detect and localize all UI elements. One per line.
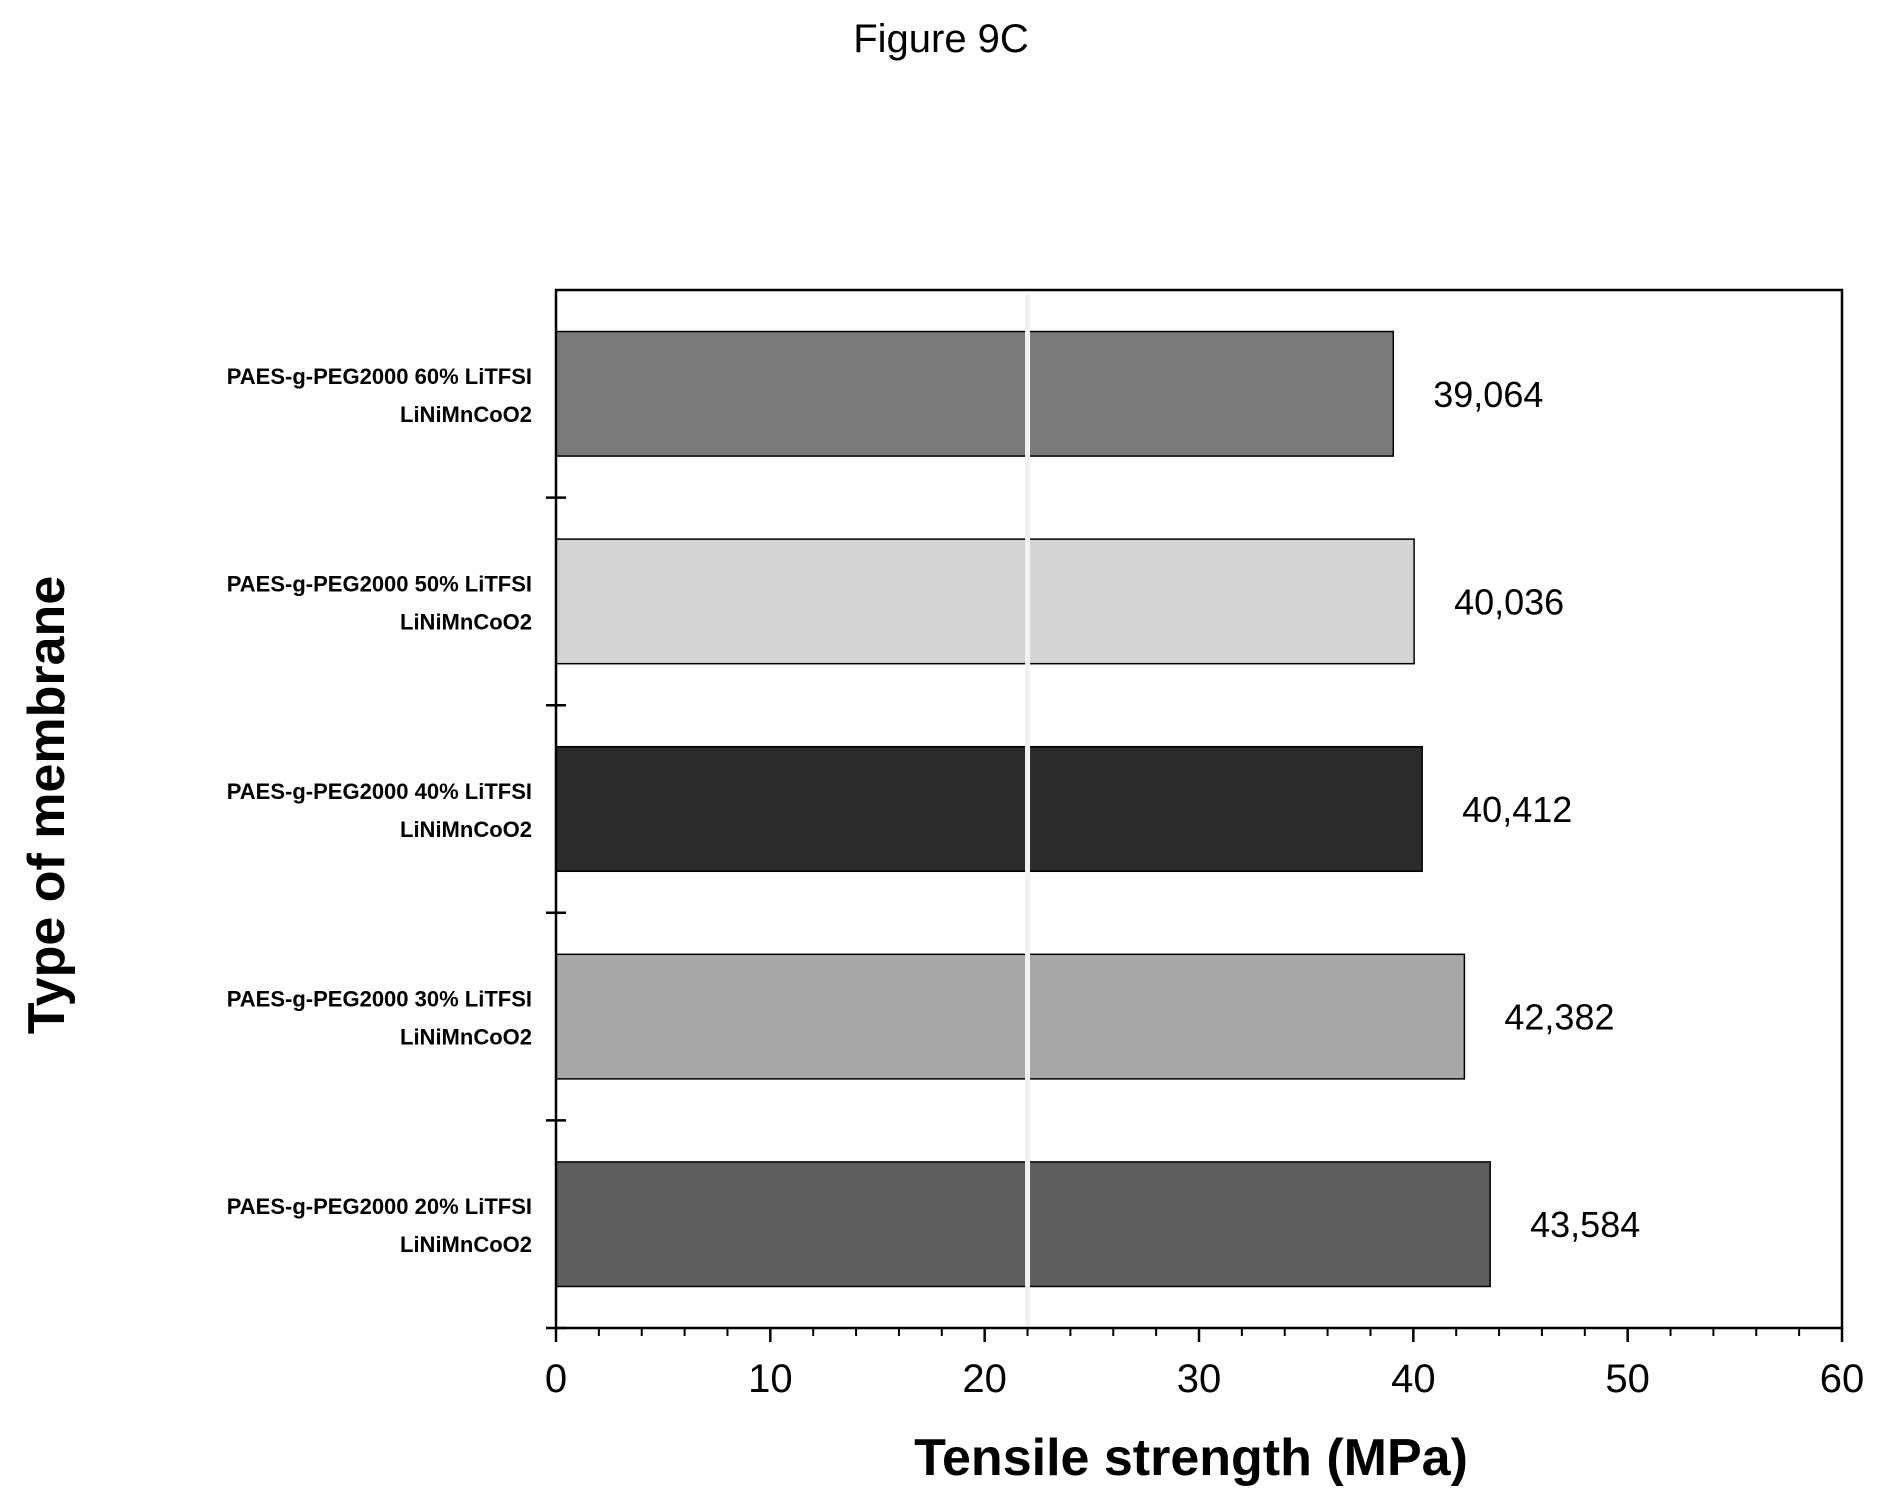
category-label-1-line-1: PAES-g-PEG2000 60% LiTFSI <box>227 364 532 389</box>
bar-3 <box>555 745 1423 873</box>
x-tick-label: 0 <box>545 1357 567 1401</box>
figure-title: Figure 9C <box>853 17 1029 61</box>
x-tick-label: 40 <box>1391 1357 1436 1401</box>
data-label-1: 39,064 <box>1433 374 1543 415</box>
y-axis-title: Type of membrane <box>18 576 76 1034</box>
category-label-3-line-1: PAES-g-PEG2000 40% LiTFSI <box>227 779 532 804</box>
y-axis-ticks <box>546 496 566 1330</box>
category-labels: PAES-g-PEG2000 60% LiTFSI LiNiMnCoO2 PAES-… <box>227 364 532 1257</box>
x-axis-ticks: 0 10 20 30 40 50 60 <box>545 1328 1864 1401</box>
category-label-2-line-2: LiNiMnCoO2 <box>400 609 532 634</box>
category-label-5-line-1: PAES-g-PEG2000 20% LiTFSI <box>227 1194 532 1219</box>
bar-5 <box>555 1161 1491 1288</box>
data-label-4: 42,382 <box>1504 997 1614 1038</box>
x-tick-label: 20 <box>962 1357 1007 1401</box>
bar-4 <box>555 953 1466 1080</box>
x-tick-label: 10 <box>748 1357 793 1401</box>
bar-2 <box>555 538 1415 665</box>
category-label-2-line-1: PAES-g-PEG2000 50% LiTFSI <box>227 571 532 596</box>
x-axis-title: Tensile strength (MPa) <box>914 1429 1468 1487</box>
category-label-3-line-2: LiNiMnCoO2 <box>400 817 532 842</box>
category-label-5-line-2: LiNiMnCoO2 <box>400 1232 532 1257</box>
category-label-4-line-1: PAES-g-PEG2000 30% LiTFSI <box>227 987 532 1012</box>
category-label-1-line-2: LiNiMnCoO2 <box>400 402 532 427</box>
category-label-4-line-2: LiNiMnCoO2 <box>400 1025 532 1050</box>
bars-group <box>555 330 1491 1288</box>
bar-1 <box>555 330 1395 457</box>
x-tick-label: 60 <box>1820 1357 1865 1401</box>
data-label-5: 43,584 <box>1530 1204 1640 1245</box>
data-labels: 39,064 40,036 40,412 42,382 43,584 <box>1433 374 1640 1245</box>
x-tick-label: 50 <box>1605 1357 1650 1401</box>
x-tick-label: 30 <box>1177 1357 1222 1401</box>
data-label-3: 40,412 <box>1462 789 1572 830</box>
data-label-2: 40,036 <box>1454 581 1564 622</box>
